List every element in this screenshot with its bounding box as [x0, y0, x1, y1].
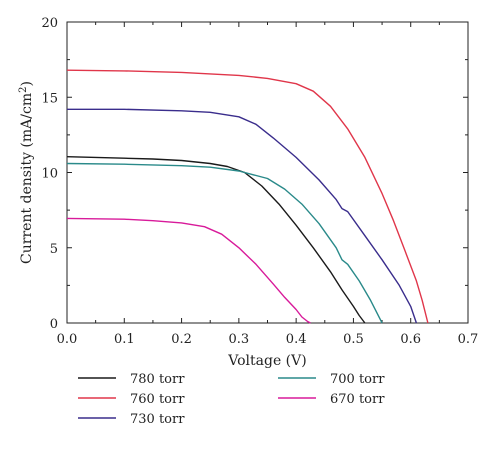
series-line-780-torr [66, 156, 366, 324]
x-tick-label: 0.2 [171, 332, 192, 347]
y-tick-label: 15 [41, 91, 58, 106]
y-tick-label: 5 [50, 242, 58, 257]
series-line-760-torr [66, 69, 429, 324]
x-tick-label: 0.0 [57, 332, 78, 347]
y-tick-label: 10 [41, 167, 58, 182]
x-tick-label: 0.5 [343, 332, 364, 347]
x-tick-label: 0.4 [286, 332, 307, 347]
legend-label-730-torr: 730 torr [130, 412, 185, 427]
series-line-730-torr [67, 108, 418, 324]
x-tick-label: 0.1 [114, 332, 135, 347]
x-tick-label: 0.6 [400, 332, 421, 347]
series-line-700-torr [66, 162, 383, 324]
y-tick-label: 0 [50, 317, 58, 332]
series-line-670-torr [66, 217, 311, 324]
y-tick-label: 20 [41, 16, 58, 31]
legend-label-760-torr: 760 torr [130, 392, 185, 407]
x-tick-label: 0.3 [229, 332, 250, 347]
x-tick-label: 0.7 [458, 332, 479, 347]
y-axis-title: Current density (mA/cm2) [18, 81, 36, 264]
legend-label-670-torr: 670 torr [330, 392, 385, 407]
legend-label-780-torr: 780 torr [130, 372, 185, 387]
x-axis-title: Voltage (V) [227, 353, 306, 369]
legend-label-700-torr: 700 torr [330, 372, 385, 387]
